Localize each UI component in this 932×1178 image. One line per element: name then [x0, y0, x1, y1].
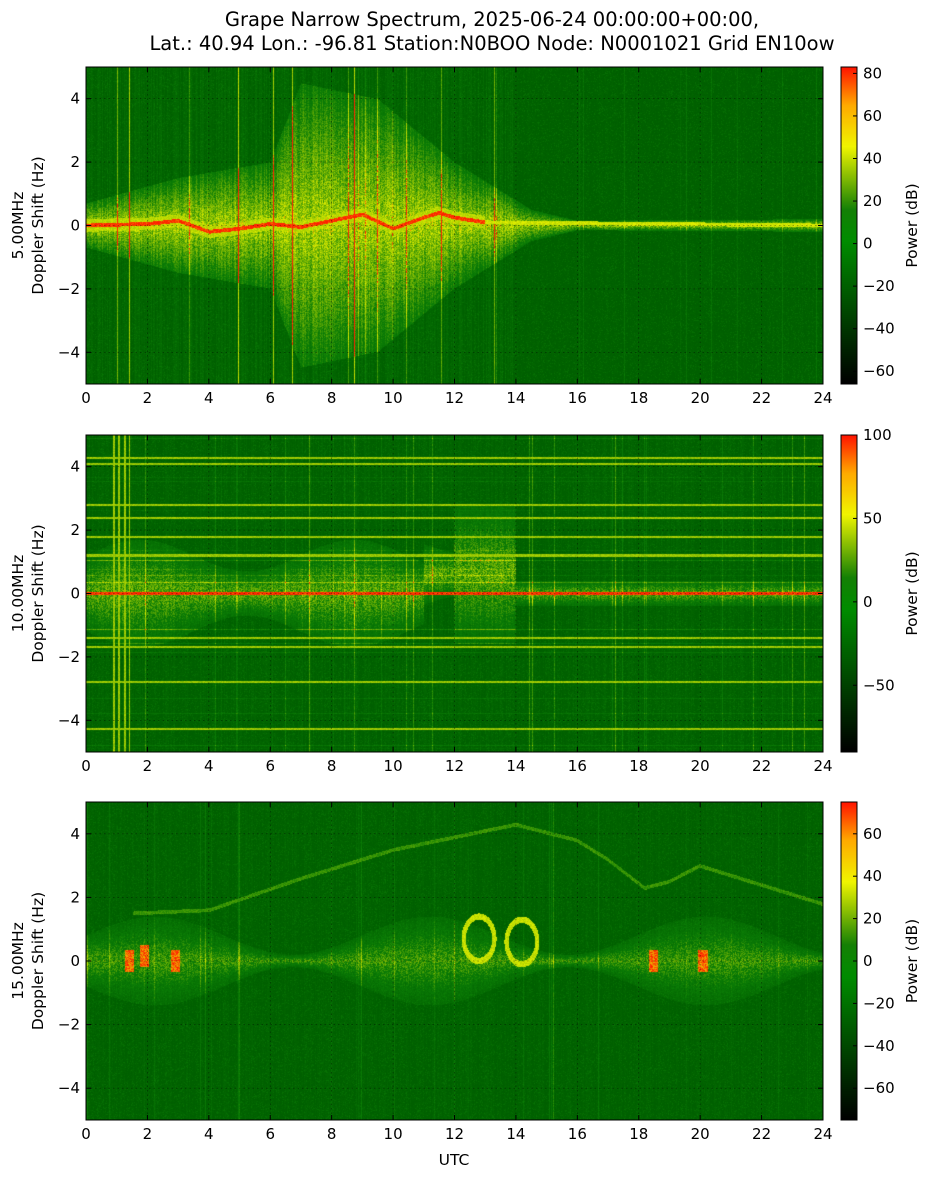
- x-tick-label: 14: [506, 757, 525, 775]
- x-tick-label: 12: [445, 757, 464, 775]
- x-tick-label: 24: [813, 1125, 832, 1143]
- y-tick-label: −2: [58, 648, 80, 666]
- colorbar-frame: [840, 434, 858, 753]
- y-axis-label: 15.00MHz Doppler Shift (Hz): [9, 892, 47, 1030]
- y-tick-label: 4: [70, 825, 80, 843]
- y-tick-label: −2: [58, 280, 80, 298]
- x-tick-label: 16: [568, 389, 587, 407]
- colorbar-tick-label: 0: [863, 235, 873, 253]
- x-tick-label: 10: [384, 1125, 403, 1143]
- x-tick-label: 0: [81, 757, 91, 775]
- x-tick-label: 4: [204, 389, 214, 407]
- colorbar-tick-label: 0: [863, 952, 873, 970]
- x-tick-label: 8: [327, 389, 337, 407]
- colorbar-label: Power (dB): [903, 551, 921, 635]
- x-tick-label: 2: [143, 1125, 153, 1143]
- x-tick-label: 8: [327, 757, 337, 775]
- y-tick-label: 0: [70, 217, 80, 235]
- colorbar-tick-label: 20: [863, 192, 882, 210]
- y-tick-label: −4: [58, 711, 80, 729]
- x-tick-label: 18: [629, 1125, 648, 1143]
- y-tick-label: −2: [58, 1016, 80, 1034]
- colorbar-tick-label: −60: [863, 1079, 895, 1097]
- x-tick-label: 0: [81, 1125, 91, 1143]
- colorbar-label: Power (dB): [903, 919, 921, 1003]
- colorbar-frame: [840, 66, 858, 385]
- colorbar-tick-label: 100: [863, 426, 892, 444]
- colorbar-tick-label: 50: [863, 509, 882, 527]
- y-axis-label: 5.00MHz Doppler Shift (Hz): [9, 156, 47, 294]
- x-tick-label: 24: [813, 757, 832, 775]
- figure-title-line-2: Lat.: 40.94 Lon.: -96.81 Station:N0BOO N…: [149, 32, 834, 55]
- x-tick-label: 10: [384, 389, 403, 407]
- y-tick-label: −4: [58, 343, 80, 361]
- y-tick-label: 4: [70, 90, 80, 108]
- colorbar-gradient: [841, 67, 857, 384]
- colorbar-tick-label: 0: [863, 593, 873, 611]
- y-tick-label: 0: [70, 585, 80, 603]
- x-tick-label: 20: [691, 389, 710, 407]
- figure-title-line-1: Grape Narrow Spectrum, 2025-06-24 00:00:…: [225, 8, 759, 31]
- x-tick-label: 14: [506, 1125, 525, 1143]
- colorbar-tick-label: 20: [863, 910, 882, 928]
- colorbar-tick-label: −60: [863, 362, 895, 380]
- colorbar-tick-label: −40: [863, 320, 895, 338]
- colorbar-tick-label: 40: [863, 867, 882, 885]
- y-tick-label: 4: [70, 458, 80, 476]
- x-tick-label: 22: [752, 757, 771, 775]
- x-tick-label: 10: [384, 757, 403, 775]
- x-tick-label: 24: [813, 389, 832, 407]
- colorbar-tick-label: −20: [863, 277, 895, 295]
- y-axis-label: 10.00MHz Doppler Shift (Hz): [9, 524, 47, 662]
- x-tick-label: 18: [629, 757, 648, 775]
- colorbar-tick-label: 60: [863, 107, 882, 125]
- x-tick-label: 4: [204, 1125, 214, 1143]
- colorbar-tick-label: −20: [863, 994, 895, 1012]
- x-tick-label: 14: [506, 389, 525, 407]
- colorbar-label: Power (dB): [903, 183, 921, 267]
- x-tick-label: 2: [143, 757, 153, 775]
- colorbar-tick-label: 60: [863, 825, 882, 843]
- y-tick-label: −4: [58, 1079, 80, 1097]
- colorbar-tick-label: −40: [863, 1037, 895, 1055]
- x-tick-label: 12: [445, 389, 464, 407]
- x-tick-label: 12: [445, 1125, 464, 1143]
- y-tick-label: 2: [70, 888, 80, 906]
- x-tick-label: 22: [752, 1125, 771, 1143]
- x-tick-label: 16: [568, 1125, 587, 1143]
- x-tick-label: 6: [265, 757, 275, 775]
- colorbar-tick-label: 40: [863, 149, 882, 167]
- colorbar-gradient: [841, 802, 857, 1120]
- x-tick-label: 8: [327, 1125, 337, 1143]
- y-tick-label: 2: [70, 153, 80, 171]
- colorbar-tick-label: 80: [863, 64, 882, 82]
- x-axis-label: UTC: [439, 1151, 470, 1169]
- x-tick-label: 0: [81, 389, 91, 407]
- x-tick-label: 2: [143, 389, 153, 407]
- y-tick-label: 0: [70, 952, 80, 970]
- x-tick-label: 20: [691, 1125, 710, 1143]
- x-tick-label: 16: [568, 757, 587, 775]
- x-tick-label: 22: [752, 389, 771, 407]
- x-tick-label: 6: [265, 1125, 275, 1143]
- y-tick-label: 2: [70, 521, 80, 539]
- x-tick-label: 4: [204, 757, 214, 775]
- colorbar-gradient: [841, 435, 857, 752]
- colorbar-tick-label: −50: [863, 676, 895, 694]
- x-tick-label: 18: [629, 389, 648, 407]
- x-tick-label: 20: [691, 757, 710, 775]
- x-tick-label: 6: [265, 389, 275, 407]
